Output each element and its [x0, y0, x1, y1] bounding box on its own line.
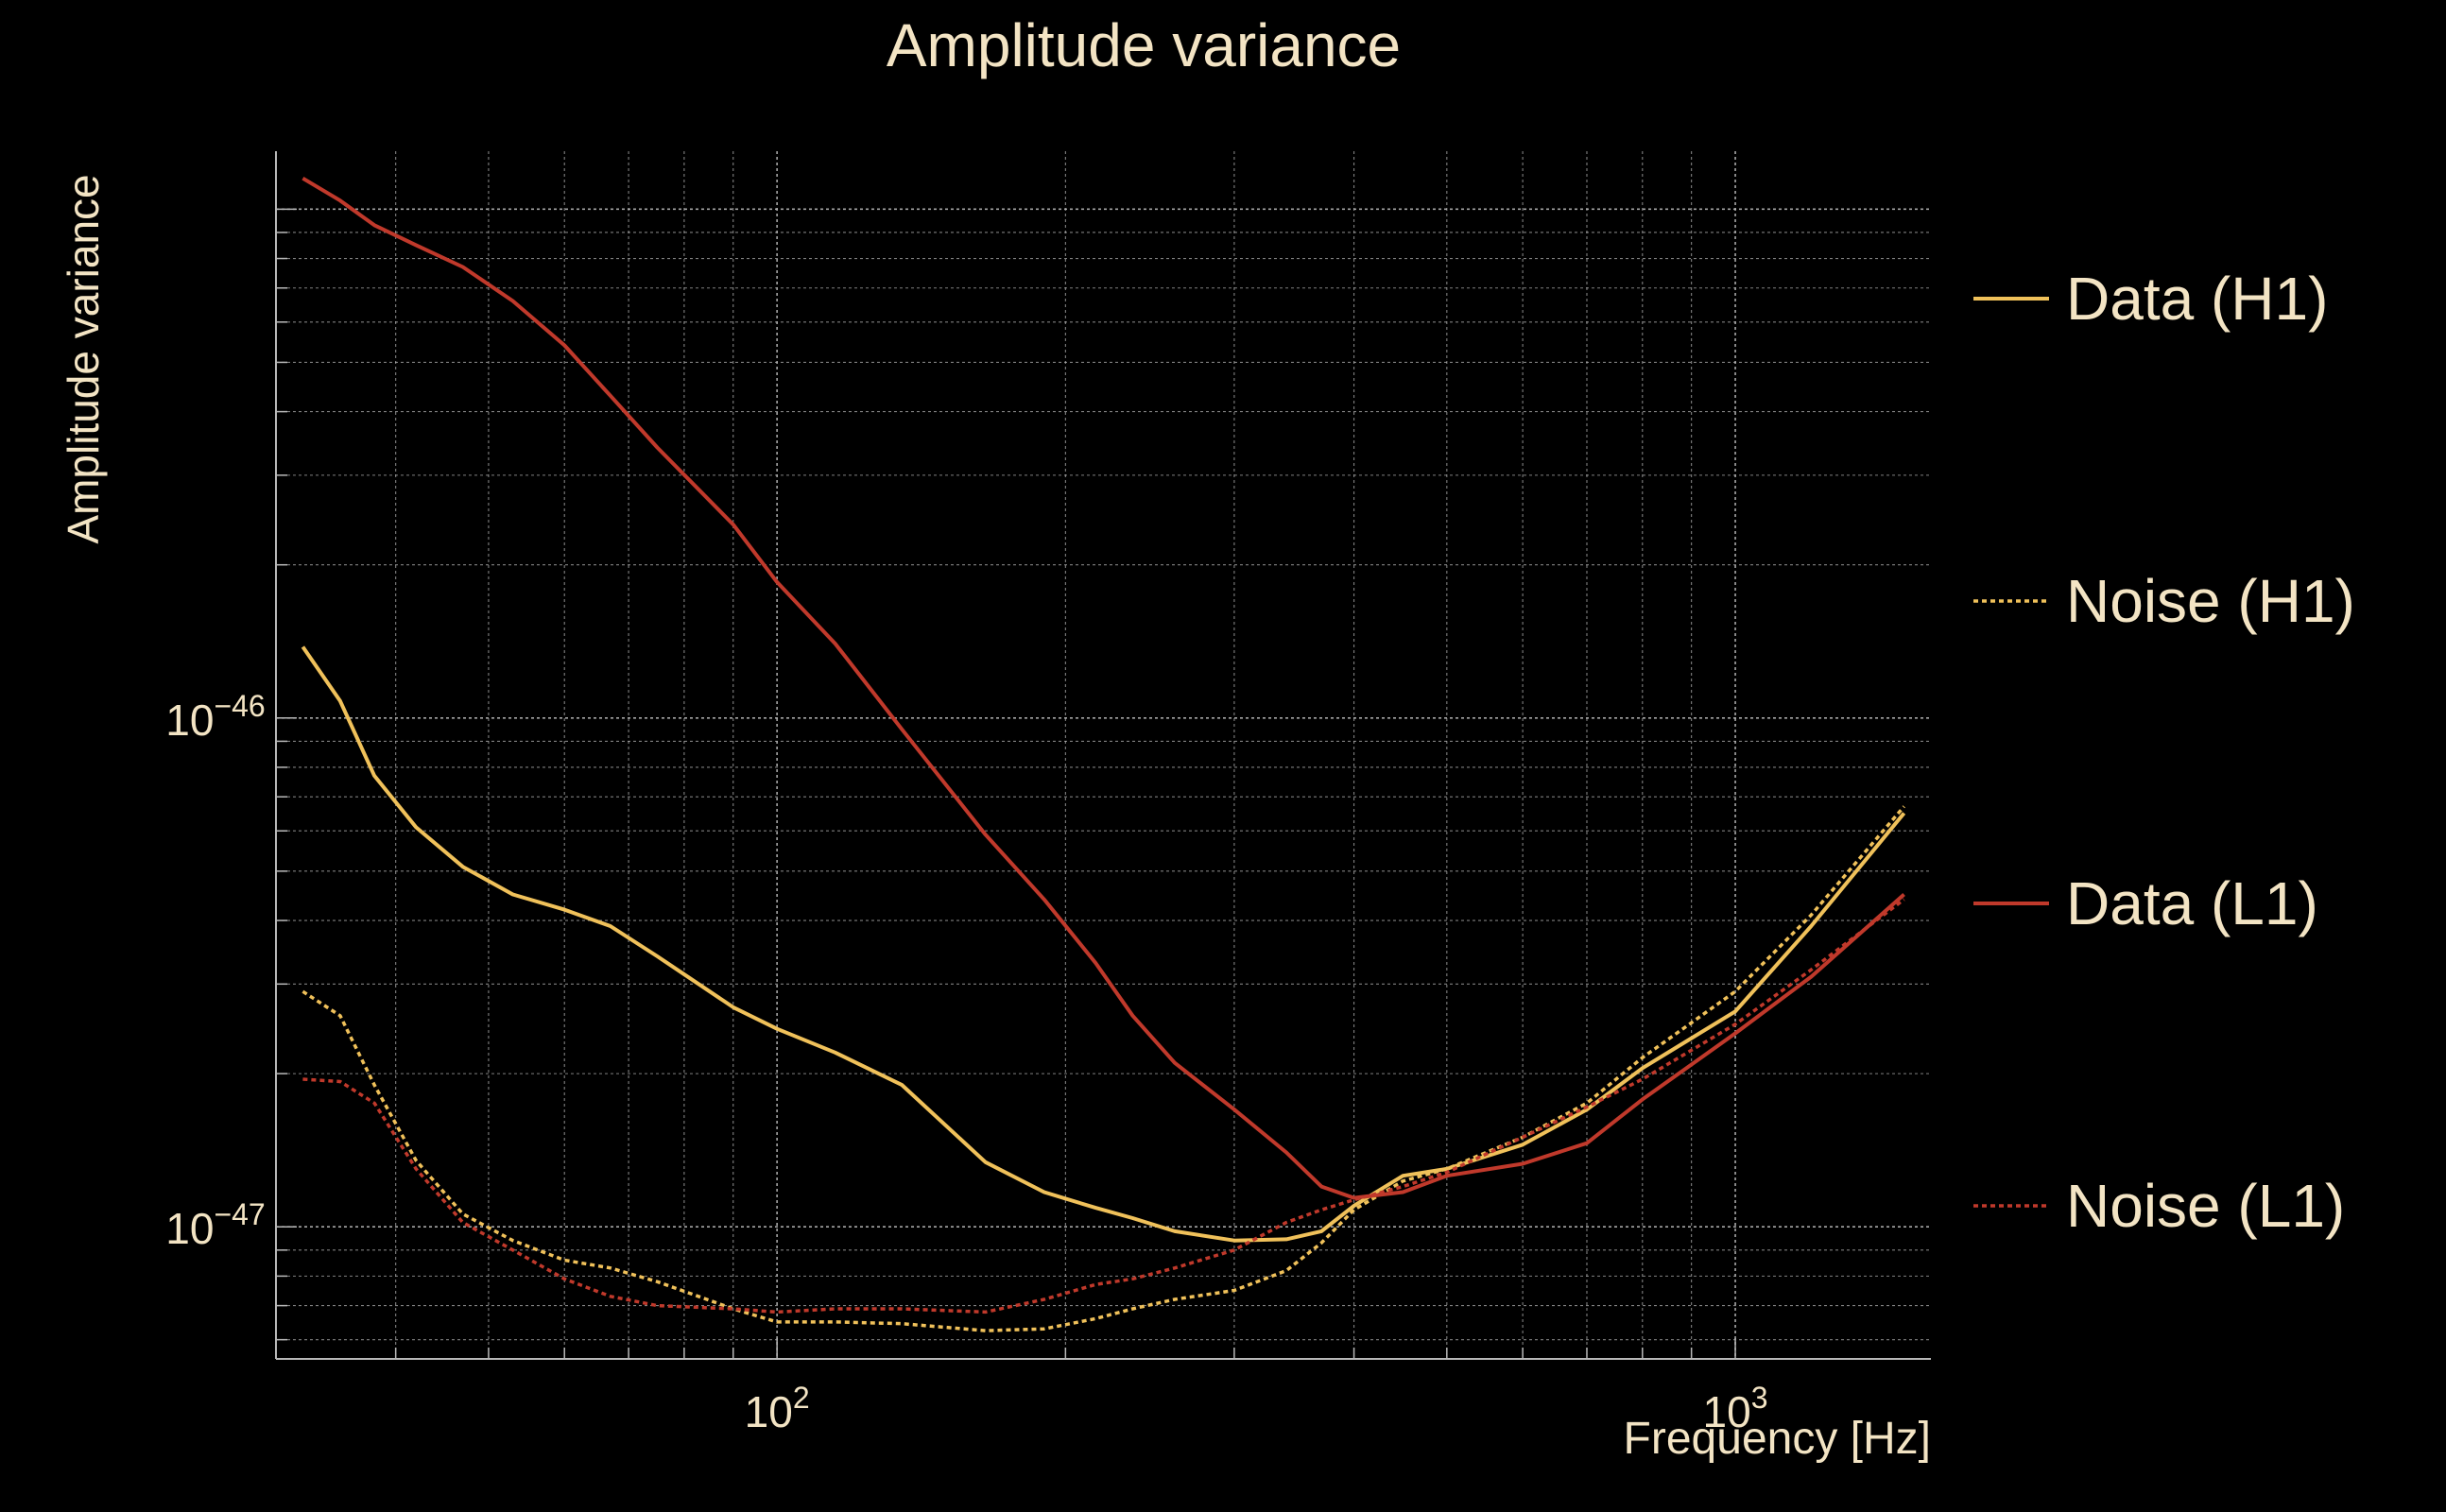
axes	[275, 151, 1931, 1360]
legend-label-2: Noise (H1)	[2066, 567, 2355, 635]
series-line-3	[301, 176, 1905, 1200]
x-tick-label: 103	[1703, 1381, 1768, 1436]
x-axis-label: Frequency [Hz]	[1624, 1414, 1931, 1464]
series-line-4	[302, 898, 1905, 1314]
legend-label-1: Data (H1)	[2066, 265, 2328, 333]
legend-label-4: Noise (L1)	[2066, 1172, 2345, 1240]
y-tick-label: 10−46	[165, 689, 265, 745]
tick-labels: 102 103 10−47 10−46	[165, 689, 1767, 1436]
legend-label-3: Data (L1)	[2066, 869, 2318, 937]
x-tick-label: 102	[745, 1381, 810, 1436]
chart-title: Amplitude variance	[887, 11, 1401, 79]
y-tick-label: 10−47	[165, 1197, 265, 1253]
series-line-1	[301, 645, 1906, 1243]
y-axis-label: Amplitude variance	[59, 174, 108, 543]
legend: Data (H1) Noise (H1) Data (L1) Noise (L1)	[1973, 265, 2355, 1240]
series-line-2	[301, 805, 1905, 1332]
series-lines	[301, 176, 1906, 1332]
